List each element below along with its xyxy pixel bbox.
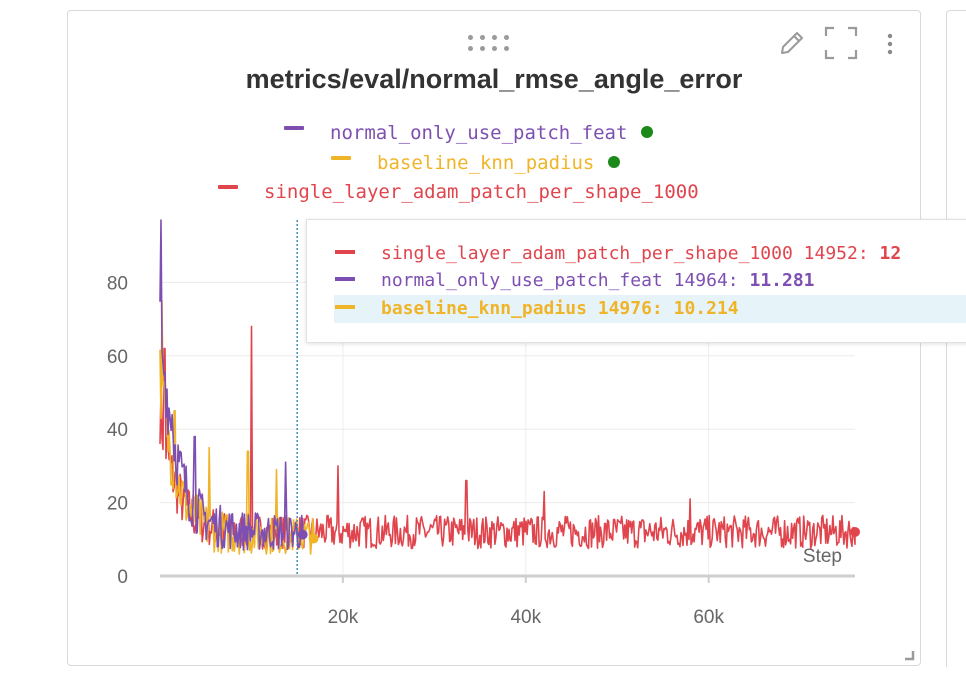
tooltip-series-name: baseline_knn_padius [381, 298, 587, 319]
legend-swatch [331, 155, 351, 160]
drag-handle-icon[interactable] [468, 33, 524, 53]
y-tick-label: 20 [107, 494, 128, 515]
edit-pencil-icon[interactable] [778, 29, 806, 57]
tooltip-row-highlighted: baseline_knn_padius 14976: 10.214 [334, 295, 966, 323]
tooltip-row: normal_only_use_patch_feat 14964: 11.281 [335, 267, 966, 295]
tooltip-swatch [335, 250, 355, 254]
tooltip-step: 14964: [673, 270, 739, 291]
legend-label: normal_only_use_patch_feat [330, 122, 628, 144]
legend-item[interactable]: normal_only_use_patch_feat [284, 122, 654, 144]
tooltip-value: 10.214 [673, 298, 739, 319]
legend-label: single_layer_adam_patch_per_shape_1000 [264, 181, 699, 203]
x-axis-label: Step [803, 546, 842, 567]
tooltip-row: single_layer_adam_patch_per_shape_1000 1… [335, 240, 966, 268]
y-tick-label: 80 [107, 273, 128, 294]
legend-swatch [218, 184, 238, 189]
legend-swatch [284, 125, 304, 130]
x-tick-label: 40k [510, 607, 541, 628]
y-tick-label: 60 [107, 347, 128, 368]
tooltip-swatch [335, 277, 355, 281]
tooltip-step: 14976: [597, 298, 663, 319]
status-dot-icon [608, 155, 621, 168]
series-endpoint [308, 533, 319, 544]
series-line [159, 219, 304, 551]
chart-title: metrics/eval/normal_rmse_angle_error [245, 64, 743, 94]
y-tick-label: 0 [117, 567, 128, 588]
tooltip-swatch [335, 305, 355, 309]
legend-item[interactable]: single_layer_adam_patch_per_shape_1000 [218, 181, 699, 203]
legend-item[interactable]: baseline_knn_padius [331, 152, 621, 174]
x-tick-label: 20k [328, 607, 359, 628]
tooltip-series-name: single_layer_adam_patch_per_shape_1000 [381, 243, 793, 264]
series-endpoint [297, 529, 308, 540]
more-vert-icon[interactable] [884, 32, 896, 56]
resize-handle-icon[interactable] [903, 649, 915, 661]
tooltip-series-name: normal_only_use_patch_feat [381, 270, 663, 291]
x-tick-label: 60k [693, 607, 724, 628]
hover-tooltip: single_layer_adam_patch_per_shape_1000 1… [306, 219, 966, 343]
series-line [159, 325, 856, 550]
legend-label: baseline_knn_padius [377, 152, 595, 174]
y-tick-label: 40 [107, 420, 128, 441]
tooltip-value: 11.281 [749, 270, 815, 291]
fullscreen-icon[interactable] [824, 26, 858, 60]
tooltip-value: 12 [879, 243, 902, 264]
series-endpoint [850, 526, 860, 537]
tooltip-step: 14952: [803, 243, 869, 264]
status-dot-icon [641, 125, 654, 138]
